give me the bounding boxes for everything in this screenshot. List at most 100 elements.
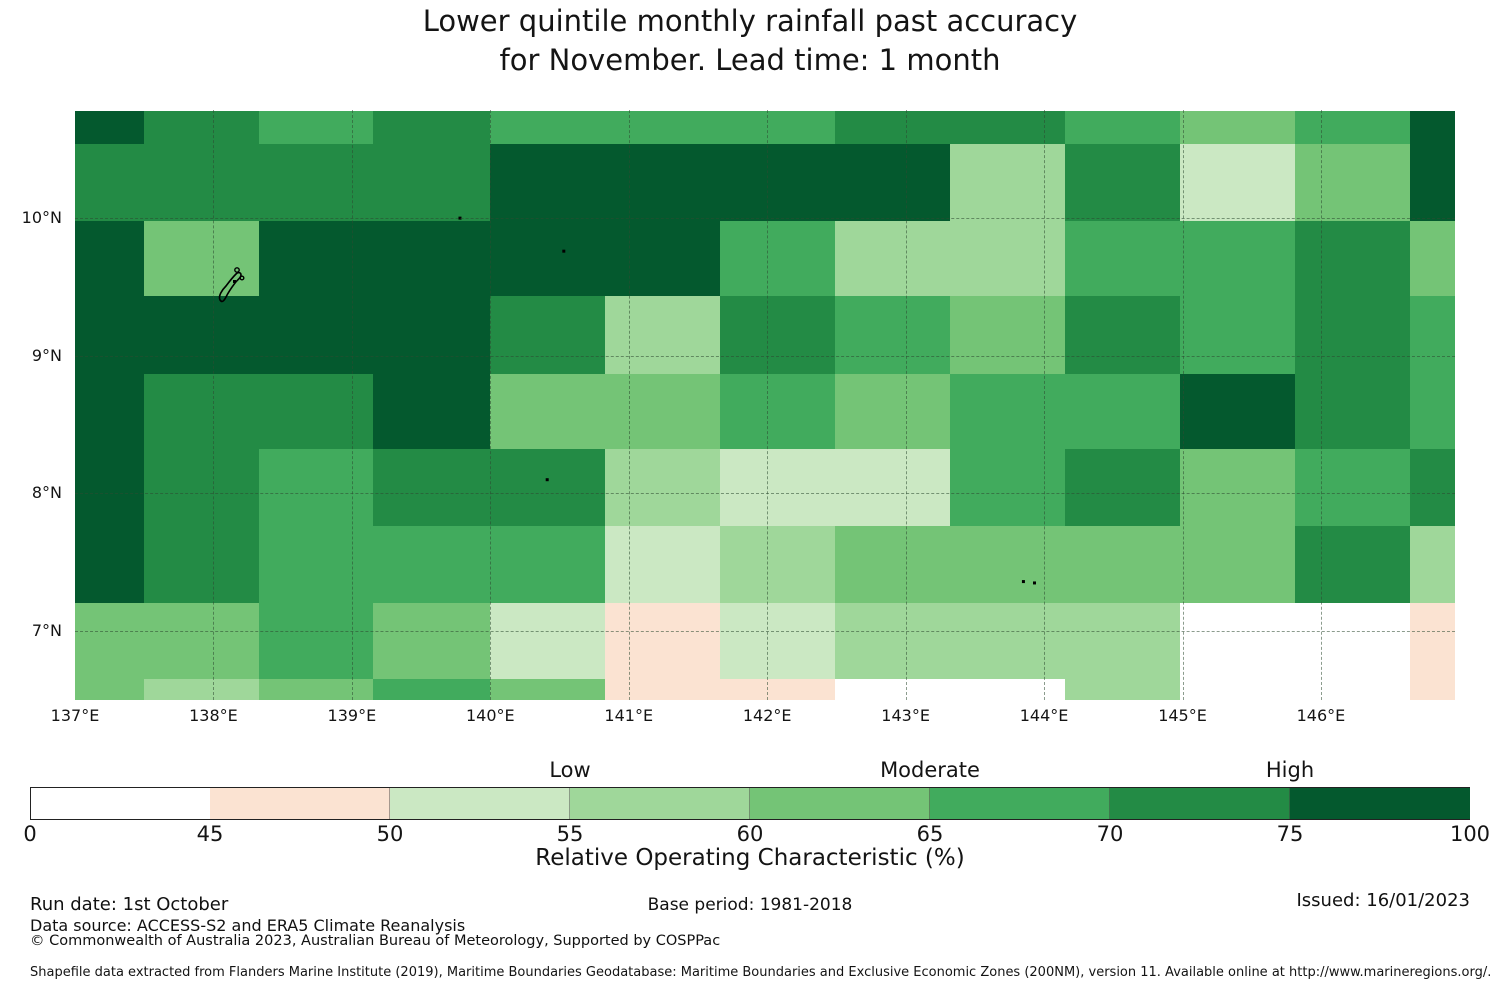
grid-cell (144, 110, 260, 145)
colorbar-segment (750, 788, 930, 819)
grid-cell (720, 143, 836, 222)
grid-cell (949, 603, 1066, 680)
colorbar (30, 787, 1470, 820)
grid-cell (1179, 143, 1296, 222)
colorbar-tick-label: 55 (556, 822, 584, 846)
grid-cell (1409, 449, 1455, 527)
chart-title-line2: for November. Lead time: 1 month (499, 43, 1001, 77)
grid-cell (372, 449, 491, 527)
colorbar-segment (570, 788, 750, 819)
longitude-gridline (628, 110, 630, 700)
grid-cell (144, 526, 260, 605)
grid-cell (835, 110, 951, 145)
grid-cell (1409, 143, 1455, 222)
x-tick-label: 137°E (50, 706, 100, 725)
grid-cell (1064, 143, 1181, 222)
colorbar-category-label: High (1265, 758, 1315, 782)
grid-cell (720, 526, 836, 605)
grid-cell (1064, 373, 1181, 450)
grid-cell (605, 679, 721, 700)
grid-cell (259, 603, 374, 680)
grid-cell (1294, 220, 1411, 298)
grid-cell (835, 449, 951, 527)
grid-cell (720, 373, 836, 450)
grid-cell (949, 110, 1066, 145)
grid-cell (75, 373, 145, 450)
colorbar-tick-label: 45 (196, 822, 224, 846)
footer-issued-date: Issued: 16/01/2023 (1296, 890, 1470, 911)
grid-cell (144, 143, 260, 222)
longitude-gridline (1044, 110, 1046, 700)
grid-cell (372, 110, 491, 145)
latitude-gridline (75, 493, 1455, 495)
grid-cell (372, 603, 491, 680)
grid-cell (720, 220, 836, 298)
grid-cell (1409, 296, 1455, 375)
grid-cell (720, 603, 836, 680)
grid-cell (949, 373, 1066, 450)
grid-cell (1064, 296, 1181, 375)
colorbar-segment (1110, 788, 1290, 819)
grid-cell (1294, 373, 1411, 450)
grid-cell (605, 110, 721, 145)
grid-cell (949, 526, 1066, 605)
longitude-gridline (767, 110, 769, 700)
grid-cell (259, 110, 374, 145)
grid-cell (75, 220, 145, 298)
grid-cell (1179, 220, 1296, 298)
longitude-gridline (351, 110, 353, 700)
grid-cell (490, 603, 606, 680)
grid-cell (372, 296, 491, 375)
grid-cell (605, 526, 721, 605)
grid-cell (75, 679, 145, 700)
grid-cell (835, 220, 951, 298)
grid-cell (1064, 449, 1181, 527)
grid-cell (1179, 296, 1296, 375)
grid-cell (75, 449, 145, 527)
grid-cell (1409, 526, 1455, 605)
grid-cell (1179, 603, 1296, 680)
grid-cell (259, 143, 374, 222)
grid-cell (835, 526, 951, 605)
grid-cell (949, 143, 1066, 222)
grid-cell (1179, 526, 1296, 605)
grid-cell (605, 296, 721, 375)
grid-cell (1179, 110, 1296, 145)
grid-cell (1294, 110, 1411, 145)
grid-cell (1064, 110, 1181, 145)
grid-cell (1064, 526, 1181, 605)
grid-cell (1409, 220, 1455, 298)
grid-cell (835, 143, 951, 222)
colorbar-tick-label: 70 (1096, 822, 1124, 846)
chart-title: Lower quintile monthly rainfall past acc… (0, 2, 1500, 80)
x-tick-label: 144°E (1019, 706, 1069, 725)
footer-shapefile-note: Shapefile data extracted from Flanders M… (30, 965, 1492, 980)
longitude-gridline (1182, 110, 1184, 700)
grid-cell (1064, 220, 1181, 298)
grid-cell (372, 220, 491, 298)
chart-title-line1: Lower quintile monthly rainfall past acc… (422, 4, 1078, 38)
grid-cell (949, 220, 1066, 298)
grid-cell (490, 679, 606, 700)
grid-cell (605, 143, 721, 222)
grid-cell (605, 220, 721, 298)
grid-cell (259, 526, 374, 605)
grid-cell (259, 449, 374, 527)
grid-cell (144, 679, 260, 700)
grid-cell (1409, 110, 1455, 145)
grid-cell (720, 110, 836, 145)
colorbar-category-label: Moderate (880, 758, 980, 782)
x-tick-label: 146°E (1296, 706, 1346, 725)
grid-cell (372, 373, 491, 450)
colorbar-tick-label: 75 (1276, 822, 1304, 846)
grid-cell (144, 220, 260, 298)
grid-cell (144, 603, 260, 680)
grid-cell (259, 373, 374, 450)
colorbar-segment (31, 788, 211, 819)
grid-cell (835, 679, 951, 700)
grid-cell (144, 296, 260, 375)
grid-cell (1179, 679, 1296, 700)
x-tick-label: 140°E (465, 706, 515, 725)
grid-cell (1409, 603, 1455, 680)
